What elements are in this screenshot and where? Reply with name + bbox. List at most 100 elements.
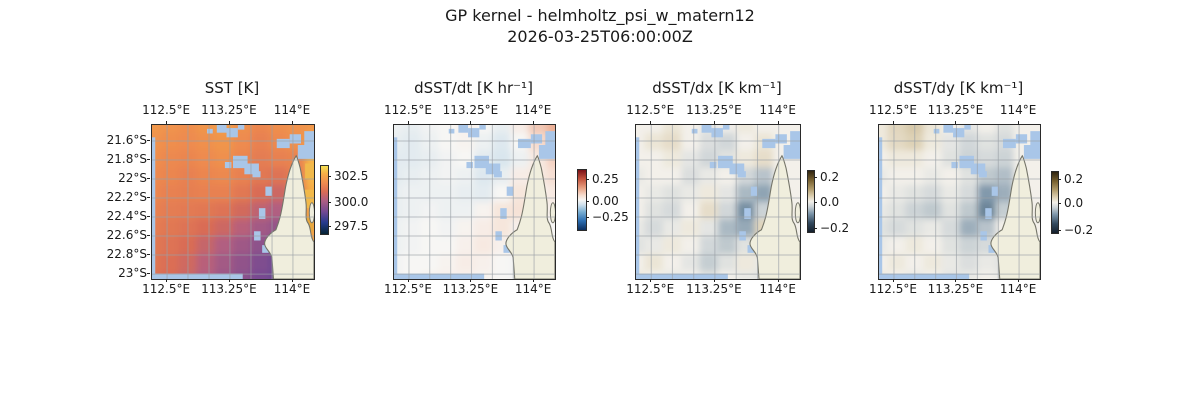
heat-field — [152, 125, 314, 279]
y-tick-label: 22.6°S — [106, 228, 147, 243]
colorbar-tick-label: −0.25 — [592, 210, 629, 224]
colorbar-tick-label: 300.0 — [334, 194, 369, 209]
x-tick-mark-top — [650, 121, 652, 124]
x-tick-label-bottom: 114°E — [759, 282, 796, 296]
x-tick-label-bottom: 112.5°E — [142, 282, 191, 296]
x-tick-label-top: 113.25°E — [201, 103, 257, 117]
colorbar-tick-label: 0.2 — [1064, 171, 1084, 186]
x-tick-label-top: 114°E — [273, 103, 311, 117]
colorbar-tick-label: −0.2 — [820, 220, 850, 235]
cloud-mask — [879, 125, 1040, 279]
colorbar-tick-mark — [586, 179, 589, 181]
x-tick-mark-top — [892, 121, 894, 124]
y-tick-mark — [147, 215, 150, 217]
colorbar-tick-mark — [1058, 178, 1061, 180]
y-tick-label: 22°S — [118, 171, 147, 186]
y-tick-label: 22.4°S — [106, 208, 147, 223]
map-canvas — [152, 125, 314, 279]
x-tick-label-bottom: 112.5°E — [384, 282, 432, 296]
colorbar — [320, 165, 329, 235]
y-tick-mark — [147, 196, 150, 198]
x-tick-mark-bottom — [955, 279, 957, 282]
x-tick-mark-bottom — [533, 279, 535, 282]
x-tick-mark-bottom — [291, 279, 293, 282]
y-tick-mark — [147, 253, 150, 255]
y-tick-label: 21.6°S — [106, 133, 147, 148]
colorbar-tick-mark — [814, 176, 817, 178]
x-tick-mark-bottom — [892, 279, 894, 282]
x-tick-mark-top — [713, 121, 715, 124]
colorbar-tick-mark — [1058, 202, 1061, 204]
colorbar-tick-mark — [1058, 230, 1061, 232]
x-tick-mark-bottom — [407, 279, 409, 282]
x-tick-mark-top — [228, 121, 230, 124]
graticule — [879, 125, 1040, 279]
x-tick-mark-top — [166, 121, 168, 124]
x-tick-label-top: 113.25°E — [686, 103, 742, 117]
x-tick-mark-bottom — [470, 279, 472, 282]
x-tick-label-top: 112.5°E — [142, 103, 191, 117]
map-panel-dsst-dy — [878, 124, 1041, 280]
graticule — [152, 125, 314, 279]
y-tick-label: 22.8°S — [106, 246, 147, 261]
y-tick-mark — [147, 140, 150, 142]
colorbar-tick-label: 297.5 — [334, 219, 369, 234]
x-tick-label-top: 112.5°E — [869, 103, 917, 117]
x-tick-label-bottom: 113.25°E — [201, 282, 257, 296]
x-tick-mark-top — [1018, 121, 1020, 124]
x-tick-mark-top — [955, 121, 957, 124]
x-tick-mark-bottom — [1018, 279, 1020, 282]
colorbar-tick-label: −0.2 — [1064, 223, 1094, 238]
x-tick-label-bottom: 114°E — [514, 282, 552, 296]
colorbar-tick-label: 0.0 — [820, 194, 840, 209]
x-tick-label-bottom: 113.25°E — [442, 282, 499, 296]
x-tick-mark-bottom — [228, 279, 230, 282]
colorbar — [807, 170, 815, 233]
figure-title: GP kernel - helmholtz_psi_w_matern12 — [445, 6, 755, 25]
y-tick-mark — [147, 235, 150, 237]
colorbar — [577, 169, 587, 231]
x-tick-mark-bottom — [650, 279, 652, 282]
x-tick-label-bottom: 113.25°E — [927, 282, 984, 296]
map-canvas — [636, 125, 800, 279]
x-tick-mark-bottom — [777, 279, 779, 282]
x-tick-label-top: 112.5°E — [384, 103, 432, 117]
colorbar-tick-mark — [814, 201, 817, 203]
colorbar-tick-mark — [586, 200, 589, 202]
x-tick-label-top: 114°E — [759, 103, 796, 117]
panel-title-dsst-dy: dSST/dy [K km⁻¹] — [893, 79, 1024, 97]
map-panel-dsst-dt — [393, 124, 556, 280]
island-shape — [309, 203, 314, 223]
x-tick-label-bottom: 114°E — [999, 282, 1037, 296]
y-tick-label: 21.8°S — [106, 151, 147, 166]
cloud-mask — [394, 125, 555, 279]
colorbar-tick-label: 0.00 — [592, 193, 619, 208]
map-panel-sst — [151, 124, 315, 280]
colorbar-tick-label: 0.25 — [592, 172, 619, 187]
island-shape — [550, 203, 555, 223]
island-shape — [1035, 203, 1040, 223]
graticule — [394, 125, 555, 279]
colorbar-tick-label: 0.2 — [820, 169, 840, 184]
x-tick-mark-top — [470, 121, 472, 124]
colorbar-tick-mark — [328, 201, 331, 203]
panel-title-dsst-dt: dSST/dt [K hr⁻¹] — [414, 79, 533, 97]
gulf-water-patch — [303, 189, 314, 209]
gulf-water-patch — [305, 163, 314, 179]
figure-subtitle: 2026-03-25T06:00:00Z — [507, 27, 693, 46]
x-tick-mark-top — [291, 121, 293, 124]
x-tick-mark-bottom — [713, 279, 715, 282]
cloud-mask — [152, 125, 314, 279]
colorbar-tick-mark — [586, 217, 589, 218]
colorbar — [1051, 171, 1059, 234]
panel-title-sst: SST [K] — [204, 79, 260, 97]
x-tick-label-top: 114°E — [999, 103, 1037, 117]
x-tick-label-top: 114°E — [514, 103, 552, 117]
x-tick-mark-top — [407, 121, 409, 124]
y-tick-mark — [147, 158, 150, 160]
y-tick-label: 22.2°S — [106, 189, 147, 204]
cloud-mask — [636, 125, 800, 279]
x-tick-mark-bottom — [166, 279, 168, 282]
x-tick-label-bottom: 114°E — [273, 282, 311, 296]
